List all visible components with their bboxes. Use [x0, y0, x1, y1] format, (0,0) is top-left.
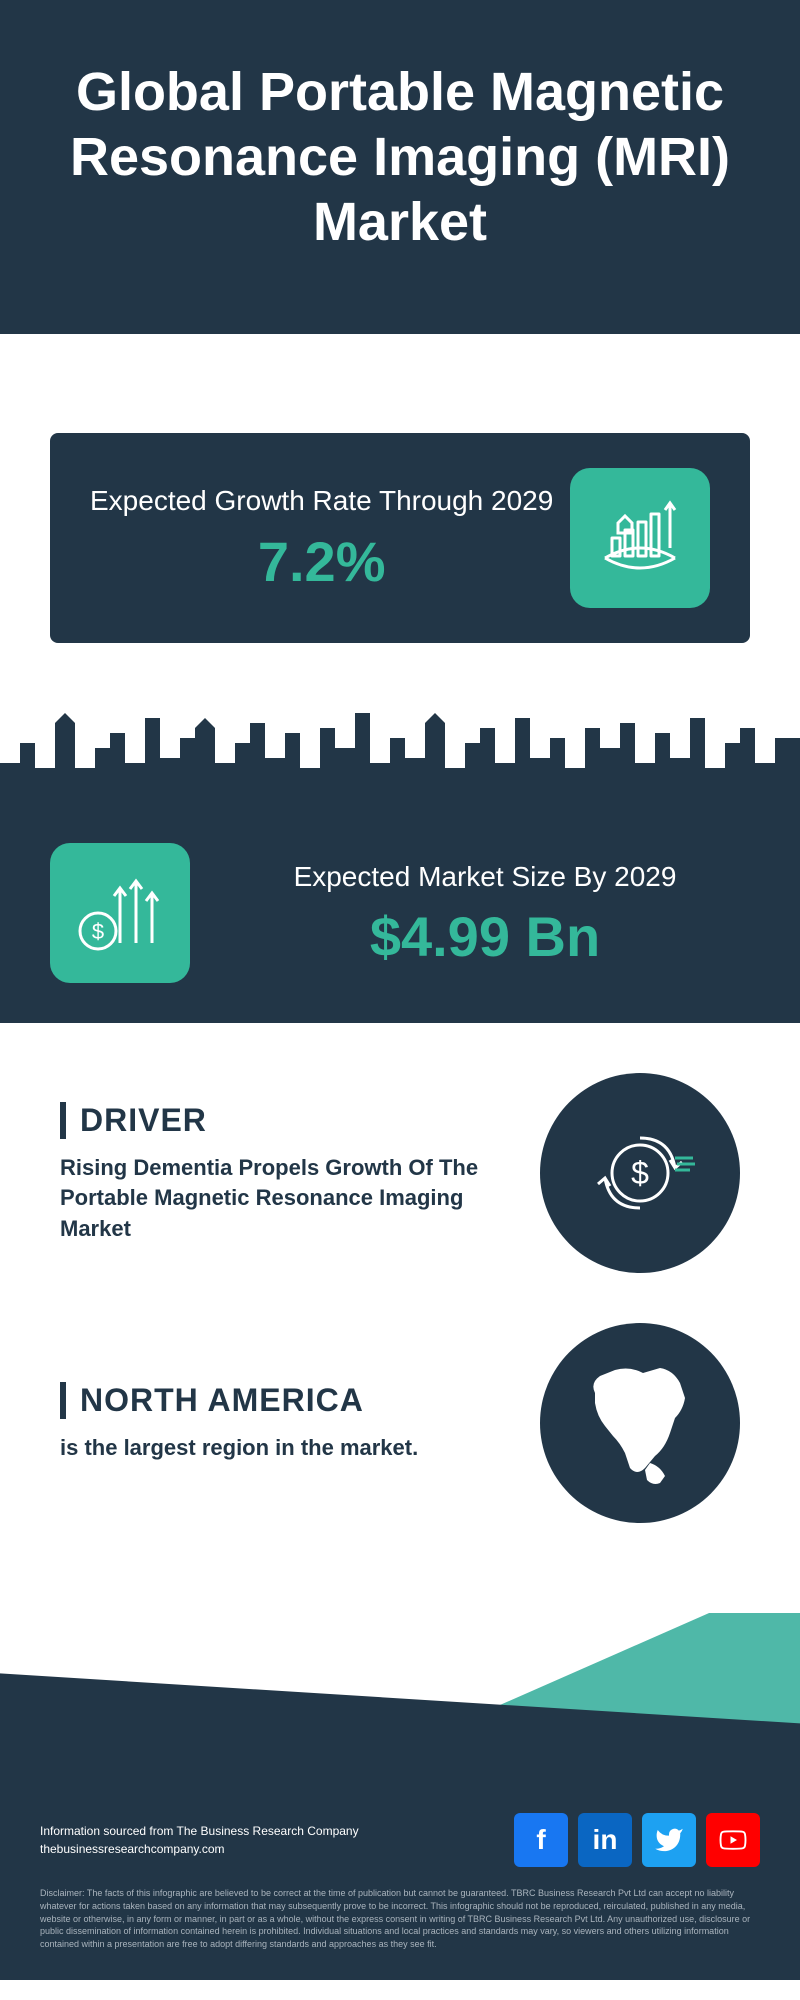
- market-size-row: $ Expected Market Size By 2029 $4.99 Bn: [0, 813, 800, 983]
- region-desc: is the largest region in the market.: [60, 1433, 500, 1464]
- footer-bar: Information sourced from The Business Re…: [0, 1793, 800, 1877]
- driver-block: DRIVER Rising Dementia Propels Growth Of…: [60, 1073, 740, 1273]
- page-title: Global Portable Magnetic Resonance Imagi…: [50, 60, 750, 254]
- dollar-cycle-icon: $: [540, 1073, 740, 1273]
- svg-text:$: $: [631, 1155, 649, 1191]
- north-america-map-icon: [540, 1323, 740, 1523]
- region-block: NORTH AMERICA is the largest region in t…: [60, 1323, 740, 1523]
- growth-value: 7.2%: [90, 529, 553, 594]
- svg-text:$: $: [92, 919, 104, 944]
- driver-desc: Rising Dementia Propels Growth Of The Po…: [60, 1153, 500, 1245]
- driver-title: DRIVER: [60, 1102, 500, 1139]
- disclaimer-text: Disclaimer: The facts of this infographi…: [0, 1877, 800, 1980]
- divider-diagonal: [0, 333, 800, 413]
- footer-line1: Information sourced from The Business Re…: [40, 1822, 359, 1840]
- social-icons: f in: [514, 1813, 760, 1867]
- region-title: NORTH AMERICA: [60, 1382, 500, 1419]
- facebook-icon[interactable]: f: [514, 1813, 568, 1867]
- market-value: $4.99 Bn: [220, 904, 750, 969]
- driver-text: DRIVER Rising Dementia Propels Growth Of…: [60, 1102, 500, 1245]
- footer-triangles: [0, 1613, 800, 1793]
- hero-banner: Global Portable Magnetic Resonance Imagi…: [0, 0, 800, 334]
- youtube-icon[interactable]: [706, 1813, 760, 1867]
- footer-info: Information sourced from The Business Re…: [40, 1822, 359, 1858]
- twitter-icon[interactable]: [642, 1813, 696, 1867]
- footer-line2: thebusinessresearchcompany.com: [40, 1840, 359, 1858]
- market-text: Expected Market Size By 2029 $4.99 Bn: [220, 857, 750, 969]
- content-section: DRIVER Rising Dementia Propels Growth Of…: [0, 1023, 800, 1613]
- dollar-arrows-icon: $: [50, 843, 190, 983]
- growth-chart-icon: [570, 468, 710, 608]
- growth-text: Expected Growth Rate Through 2029 7.2%: [90, 483, 553, 594]
- region-text: NORTH AMERICA is the largest region in t…: [60, 1382, 500, 1464]
- skyline-section: $ Expected Market Size By 2029 $4.99 Bn: [0, 673, 800, 1023]
- linkedin-icon[interactable]: in: [578, 1813, 632, 1867]
- skyline-graphic: [0, 673, 800, 813]
- growth-label: Expected Growth Rate Through 2029: [90, 483, 553, 519]
- growth-stat-card: Expected Growth Rate Through 2029 7.2%: [50, 433, 750, 643]
- market-label: Expected Market Size By 2029: [220, 857, 750, 896]
